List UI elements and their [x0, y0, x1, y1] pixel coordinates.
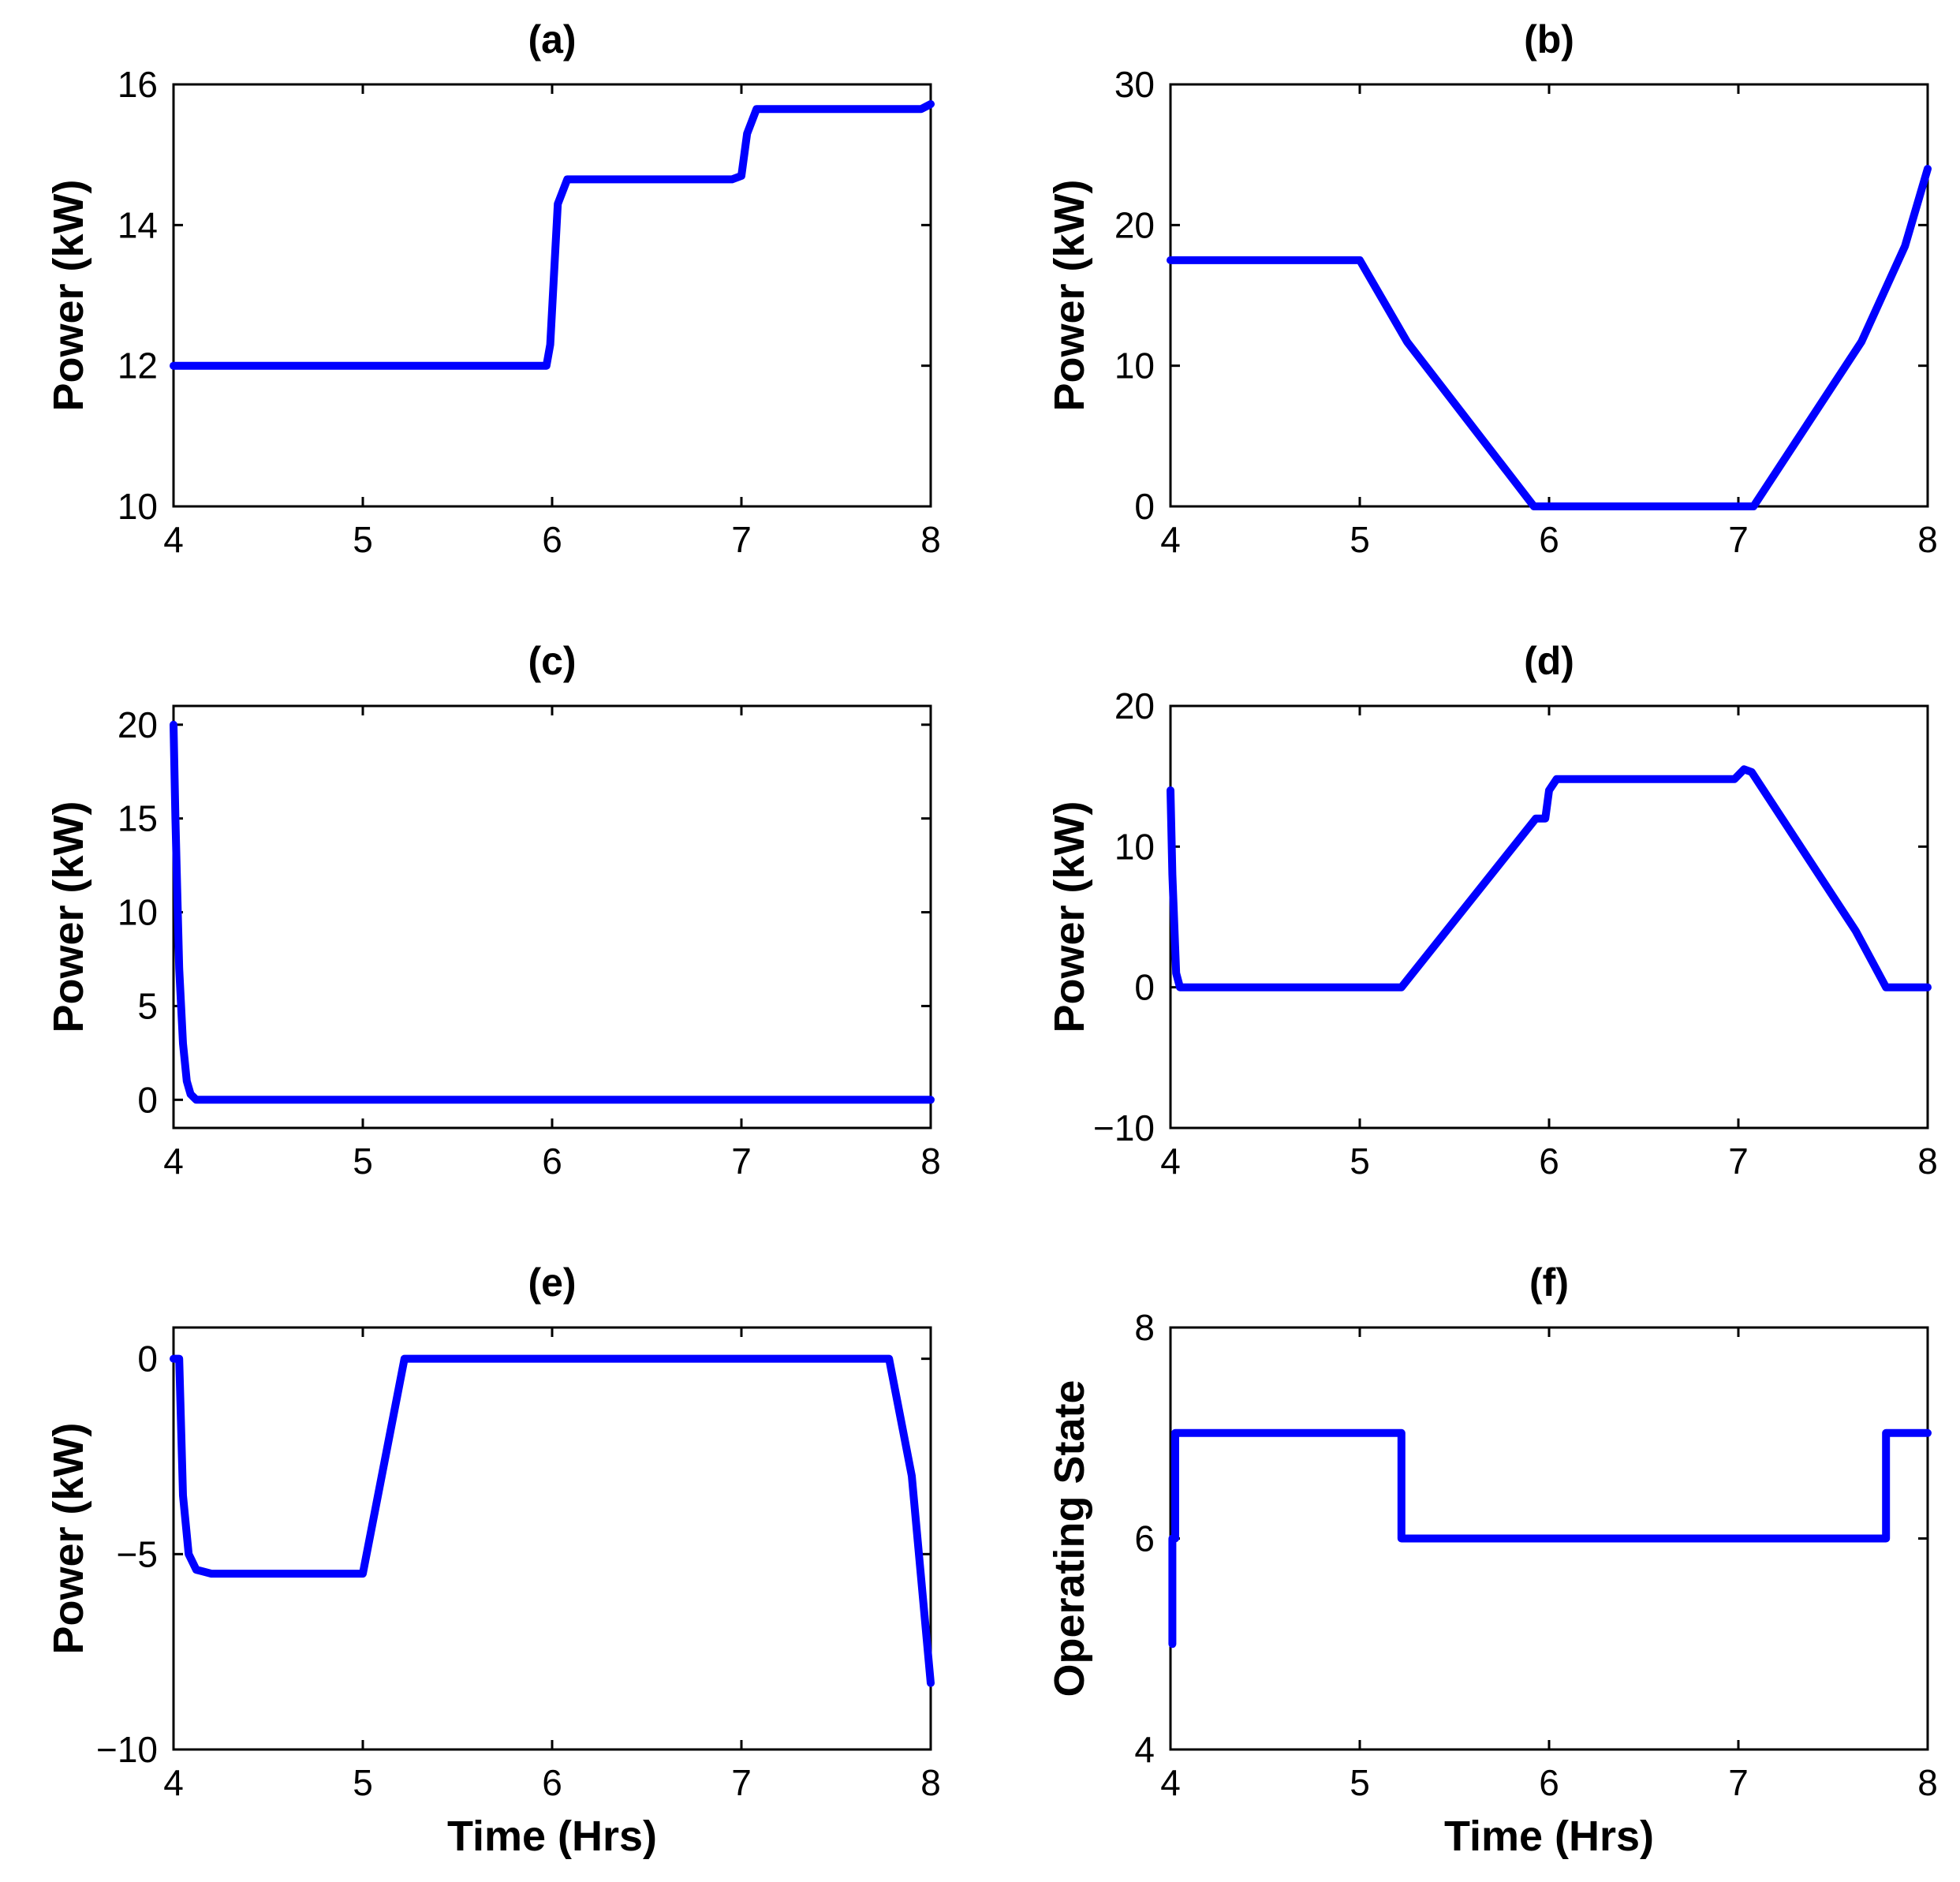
- y-tick-label: 6: [1134, 1518, 1155, 1559]
- series-line: [170, 100, 935, 370]
- y-tick-label: 10: [118, 486, 158, 527]
- y-axis-label: Power (kW): [45, 179, 92, 411]
- y-axis-label: Power (kW): [1046, 179, 1093, 411]
- y-tick-label: 0: [137, 1079, 158, 1120]
- plot-area: [1169, 83, 1929, 508]
- panel-title: (f): [1529, 1260, 1569, 1305]
- x-tick-label: 8: [1917, 519, 1938, 560]
- x-tick-label: 7: [1728, 1762, 1749, 1803]
- panel-e: 4 5 6 7 8 −10 −5 0 (e) Power (kW) Time (Hrs): [45, 1260, 941, 1860]
- x-tick-label: 8: [920, 519, 941, 560]
- y-tick-label: 10: [1114, 345, 1155, 386]
- y-axis-label: Power (kW): [45, 801, 92, 1032]
- x-tick-label: 8: [920, 1762, 941, 1803]
- y-tick-label: 12: [118, 345, 158, 386]
- panel-d: 4 5 6 7 8 −10 0 10 20 (d) Power (kW): [1046, 639, 1938, 1182]
- panel-title: (e): [528, 1260, 576, 1305]
- x-tick-label: 6: [1539, 1141, 1559, 1182]
- panel-b: 4 5 6 7 8 0 10 20 30 (b) Power (kW): [1046, 17, 1938, 560]
- series-line: [170, 1354, 935, 1687]
- y-tick-label: 4: [1134, 1729, 1155, 1770]
- y-tick-label: 20: [1114, 204, 1155, 245]
- y-tick-label: −5: [117, 1533, 158, 1574]
- x-tick-label: 7: [731, 1762, 752, 1803]
- x-tick-label: 5: [353, 1762, 373, 1803]
- series-line: [1167, 765, 1932, 991]
- x-tick-label: 8: [1917, 1141, 1938, 1182]
- plot-area: [1169, 704, 1929, 1130]
- panel-a: 4 5 6 7 8 10 12 14 16 (a) Power (kW): [45, 17, 941, 560]
- y-tick-label: 5: [137, 985, 158, 1026]
- x-tick-label: 4: [163, 519, 184, 560]
- y-tick-label: 15: [118, 798, 158, 839]
- x-tick-label: 8: [1917, 1762, 1938, 1803]
- x-tick-label: 5: [1350, 1141, 1370, 1182]
- x-tick-label: 7: [1728, 519, 1749, 560]
- x-tick-label: 4: [163, 1762, 184, 1803]
- x-tick-label: 5: [1350, 519, 1370, 560]
- y-tick-label: 16: [118, 64, 158, 105]
- y-tick-label: 14: [118, 204, 158, 245]
- y-tick-label: 10: [118, 892, 158, 933]
- y-axis-label: Power (kW): [1046, 801, 1093, 1032]
- plot-area: [172, 704, 932, 1130]
- y-tick-label: 20: [118, 704, 158, 745]
- y-tick-label: 20: [1114, 685, 1155, 726]
- x-tick-label: 6: [542, 519, 562, 560]
- x-tick-label: 7: [1728, 1141, 1749, 1182]
- x-tick-label: 4: [163, 1141, 184, 1182]
- x-tick-label: 5: [353, 1141, 373, 1182]
- x-axis-label: Time (Hrs): [447, 1813, 657, 1860]
- panel-f: 4 5 6 7 8 4 6 8 (f) Operating State Time (Hrs): [1046, 1260, 1938, 1860]
- series-line: [170, 720, 935, 1104]
- y-axis-label: Operating State: [1046, 1380, 1093, 1697]
- y-tick-label: 8: [1134, 1307, 1155, 1348]
- x-tick-label: 6: [542, 1141, 562, 1182]
- x-tick-label: 6: [1539, 519, 1559, 560]
- y-tick-label: −10: [1093, 1107, 1155, 1148]
- panel-title: (d): [1524, 639, 1574, 683]
- x-tick-label: 4: [1160, 1762, 1181, 1803]
- series-line: [1168, 1428, 1932, 1649]
- y-tick-label: −10: [96, 1729, 158, 1770]
- series-line: [1167, 165, 1932, 510]
- y-tick-label: 10: [1114, 826, 1155, 867]
- panel-title: (a): [528, 17, 576, 62]
- x-tick-label: 7: [731, 519, 752, 560]
- y-tick-label: 0: [137, 1339, 158, 1380]
- x-tick-label: 8: [920, 1141, 941, 1182]
- x-tick-label: 6: [1539, 1762, 1559, 1803]
- x-tick-label: 7: [731, 1141, 752, 1182]
- x-tick-label: 4: [1160, 1141, 1181, 1182]
- x-tick-label: 5: [1350, 1762, 1370, 1803]
- plot-area: [172, 1326, 932, 1751]
- y-tick-label: 0: [1134, 486, 1155, 527]
- x-tick-label: 5: [353, 519, 373, 560]
- panel-title: (c): [528, 639, 576, 683]
- panel-title: (b): [1524, 17, 1574, 62]
- y-tick-label: 0: [1134, 967, 1155, 1008]
- x-tick-label: 4: [1160, 519, 1181, 560]
- y-tick-label: 30: [1114, 64, 1155, 105]
- y-axis-label: Power (kW): [45, 1422, 92, 1654]
- panel-c: 4 5 6 7 8 0 5 10 15 20 (c) Power (kW): [45, 639, 941, 1182]
- x-tick-label: 6: [542, 1762, 562, 1803]
- x-axis-label: Time (Hrs): [1444, 1813, 1654, 1860]
